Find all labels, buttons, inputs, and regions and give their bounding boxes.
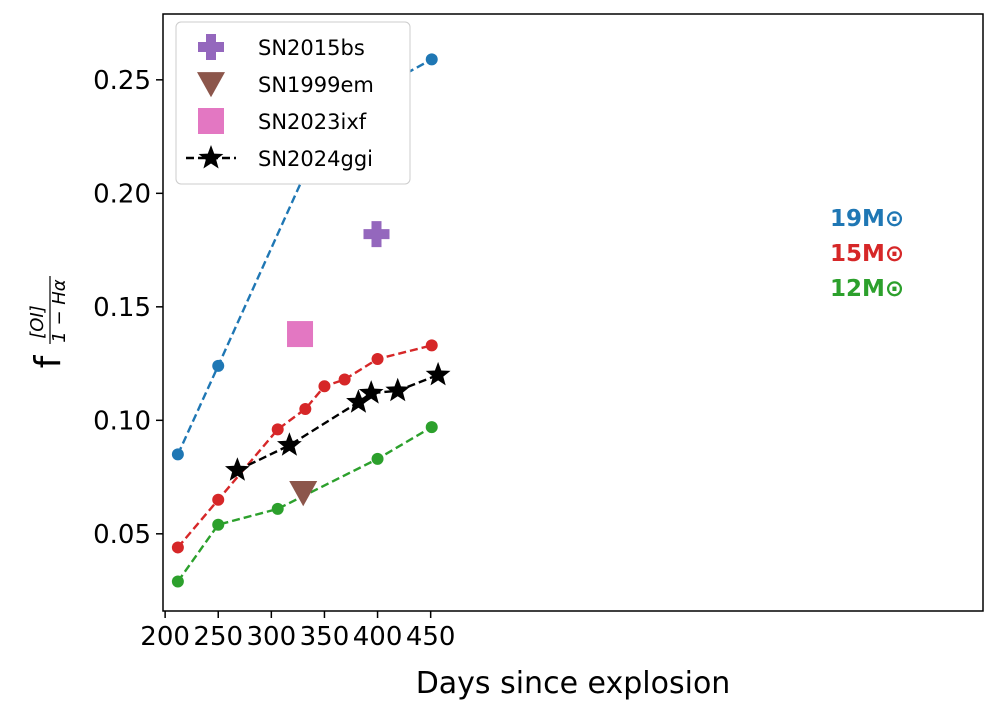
y-axis-ticks: 0.05 0.10 0.15 0.20 0.25 — [93, 66, 163, 550]
observed-point-square — [287, 321, 314, 348]
observed-point-star — [385, 377, 411, 402]
observed-point-plus — [363, 221, 390, 248]
model-series-point — [425, 53, 438, 66]
model-series-point — [212, 518, 225, 531]
model-series-point — [171, 575, 184, 588]
model-mass-labels: 19M⊙ 15M⊙ 12M⊙ — [830, 206, 904, 302]
y-axis-label: f [OI] 1 − Hα — [27, 276, 70, 368]
model-series-point — [271, 502, 284, 515]
mass-label: 15M⊙ — [830, 241, 904, 267]
x-tick-label: 450 — [406, 622, 456, 652]
observed-point-star — [346, 389, 371, 413]
model-series-point — [318, 380, 331, 393]
model-series-point — [171, 448, 184, 461]
legend-label: SN2024ggi — [258, 147, 373, 171]
x-tick-label: 350 — [300, 622, 350, 652]
x-tick-label: 200 — [140, 622, 190, 652]
observed-point-star — [277, 432, 302, 456]
model-series-point — [299, 402, 312, 415]
legend-marker — [198, 108, 224, 134]
legend-label: SN2023ixf — [258, 110, 367, 134]
model-series-point — [171, 541, 184, 554]
legend-marker — [198, 145, 224, 169]
observed-series-line — [236, 373, 439, 472]
model-series-point — [425, 339, 438, 352]
legend: SN2015bs SN1999em SN2023ixf SN2024ggi — [175, 21, 411, 185]
x-axis-label: Days since explosion — [416, 666, 731, 701]
y-axis-label-main: f — [28, 354, 69, 368]
mass-label: 19M⊙ — [830, 206, 904, 232]
model-series-point — [212, 359, 225, 372]
y-axis-label-denominator: 1 − Hα — [49, 279, 70, 343]
x-tick-label: 300 — [247, 622, 297, 652]
x-axis-ticks: 200 250 300 350 400 450 — [140, 611, 455, 652]
legend-marker — [198, 34, 224, 60]
observed-point-star — [358, 380, 384, 404]
model-series-line — [176, 58, 433, 455]
model-series-point — [371, 353, 384, 366]
legend-label: SN1999em — [258, 73, 374, 97]
x-tick-label: 400 — [353, 622, 403, 652]
model-series-point — [425, 421, 438, 434]
mass-label: 12M⊙ — [830, 276, 904, 302]
y-tick-label: 0.10 — [93, 406, 151, 436]
model-series-point — [371, 452, 384, 465]
y-tick-label: 0.25 — [93, 66, 151, 96]
legend-label: SN2015bs — [258, 36, 365, 60]
observed-point-star — [225, 457, 250, 481]
model-series-point — [212, 493, 225, 506]
model-series-line — [176, 344, 432, 549]
plot-frame — [162, 13, 984, 612]
observed-point-star — [425, 361, 451, 386]
model-series-point — [271, 423, 284, 436]
y-tick-label: 0.20 — [93, 179, 151, 209]
y-tick-label: 0.15 — [93, 293, 151, 323]
legend-box — [175, 21, 411, 185]
legend-marker — [197, 72, 225, 98]
model-series-point — [338, 373, 351, 386]
y-tick-label: 0.05 — [93, 520, 151, 550]
y-axis-label-numerator: [OI] — [27, 305, 48, 339]
x-tick-label: 250 — [193, 622, 243, 652]
observed-layer — [225, 221, 451, 507]
observed-point-triangle-down — [289, 481, 318, 507]
